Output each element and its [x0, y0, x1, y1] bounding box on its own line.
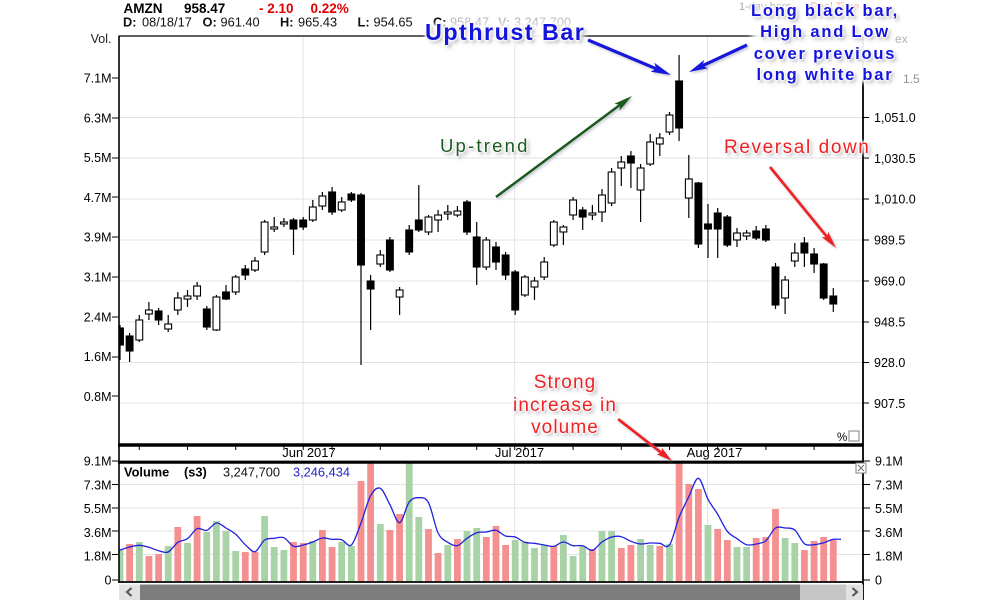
svg-text:1.5: 1.5 — [903, 72, 920, 86]
svg-text:Volume: Volume — [124, 465, 169, 480]
svg-text:1.8M: 1.8M — [84, 550, 112, 564]
svg-text:3.1M: 3.1M — [84, 271, 112, 285]
svg-text:Jul 2017: Jul 2017 — [495, 445, 544, 460]
svg-text:Vol.: Vol. — [91, 32, 112, 46]
svg-text:0.22%: 0.22% — [311, 1, 349, 16]
svg-text:Jun 2017: Jun 2017 — [282, 445, 336, 460]
svg-text:3.9M: 3.9M — [84, 231, 112, 245]
svg-text:0: 0 — [875, 574, 882, 588]
svg-text:7.3M: 7.3M — [84, 478, 112, 492]
svg-text:9.1M: 9.1M — [84, 455, 112, 469]
svg-text:1.6M: 1.6M — [84, 350, 112, 364]
svg-text:907.5: 907.5 — [874, 397, 905, 411]
svg-text:969.0: 969.0 — [874, 274, 905, 288]
svg-text:1,010.0: 1,010.0 — [874, 193, 916, 207]
svg-text:2.4M: 2.4M — [84, 310, 112, 324]
svg-text:4.7M: 4.7M — [84, 191, 112, 205]
svg-text:%: % — [837, 432, 847, 444]
svg-text:6.3M: 6.3M — [84, 111, 112, 125]
svg-text:3.6M: 3.6M — [84, 526, 112, 540]
svg-text:1.8M: 1.8M — [875, 550, 903, 564]
svg-text:1,051.0: 1,051.0 — [874, 111, 916, 125]
svg-text:0: 0 — [105, 574, 112, 588]
svg-text:958.47: 958.47 — [184, 1, 225, 16]
svg-text:948.5: 948.5 — [874, 315, 905, 329]
svg-text:1,030.5: 1,030.5 — [874, 152, 916, 166]
svg-text:Aug 2017: Aug 2017 — [687, 445, 743, 460]
svg-text:5.5M: 5.5M — [84, 502, 112, 516]
svg-text:928.0: 928.0 — [874, 356, 905, 370]
svg-text:D:08/18/17O:961.40H:965.43L:95: D: 08/18/17 O: 961.40 H: 965.43 L: 954.65 C: 958.… — [123, 15, 571, 30]
svg-text:7.1M: 7.1M — [84, 72, 112, 86]
svg-text:(s3): (s3) — [184, 465, 207, 480]
svg-text:ex: ex — [895, 32, 908, 46]
svg-text:3.6M: 3.6M — [875, 526, 903, 540]
svg-text:989.5: 989.5 — [874, 234, 905, 248]
svg-text:0.8M: 0.8M — [84, 390, 112, 404]
svg-text:3,246,434: 3,246,434 — [293, 465, 350, 480]
svg-text:- 2.10: - 2.10 — [259, 1, 294, 16]
svg-text:9.1M: 9.1M — [875, 455, 903, 469]
svg-text:3,247,700: 3,247,700 — [223, 465, 280, 480]
svg-text:AMZN: AMZN — [124, 1, 163, 16]
svg-text:5.5M: 5.5M — [875, 502, 903, 516]
svg-text:5.5M: 5.5M — [84, 151, 112, 165]
svg-text:7.3M: 7.3M — [875, 478, 903, 492]
